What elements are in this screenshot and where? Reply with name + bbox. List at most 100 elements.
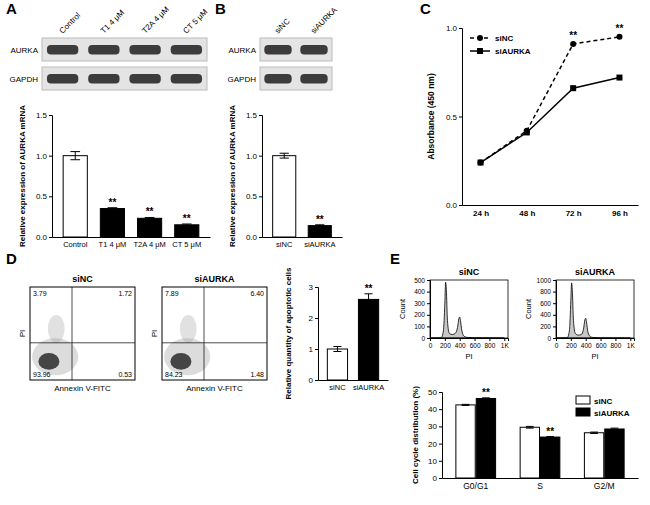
tick-mark — [553, 326, 556, 327]
bar — [358, 299, 378, 380]
tick-mark — [427, 280, 430, 281]
gate-line — [72, 287, 73, 380]
tick-label: 0.5 — [36, 192, 48, 201]
tick-label: 400 — [581, 342, 592, 349]
plot-area — [63, 152, 199, 237]
axis-line — [49, 116, 53, 238]
cell-cloud — [32, 338, 78, 375]
tick-label: 200 — [540, 323, 551, 330]
tick: 1.5 — [246, 111, 262, 120]
tick-mark — [49, 237, 52, 238]
x-axis: siNCsiAURKA — [263, 238, 343, 250]
figure: AURKAGAPDHControlT1 4 μMT2A 4 μMCT 5 μMA… — [0, 0, 650, 505]
bar — [273, 156, 296, 237]
plot-frame — [30, 287, 135, 380]
axis-line — [263, 237, 343, 238]
tick-label: 50 — [428, 388, 437, 397]
tick-mark — [553, 303, 556, 304]
histogram-area — [430, 282, 504, 338]
legend-swatch — [576, 408, 590, 416]
gate-line — [30, 342, 135, 343]
tick-label: 96 h — [612, 209, 628, 218]
error-bar — [546, 437, 554, 438]
lane-label: CT 5 μM — [181, 7, 209, 35]
plot-area — [273, 153, 332, 237]
plot-area — [556, 283, 630, 338]
panel-label: D — [6, 250, 17, 267]
tick: 0 — [309, 376, 318, 385]
error-bar — [365, 294, 373, 305]
blot-band — [171, 45, 202, 55]
axis-title: Annexin V-FITC — [54, 384, 111, 393]
tick-label: 0 — [555, 342, 559, 349]
tick-mark — [439, 409, 442, 410]
significance: ** — [109, 197, 117, 208]
axis-line — [459, 29, 463, 206]
axis-line — [53, 237, 211, 238]
lane-label: siAURKA — [309, 5, 339, 35]
tick-label: 800 — [540, 288, 551, 295]
tick: 300 — [414, 300, 430, 307]
tick: 0.5 — [246, 192, 262, 201]
tick-mark — [259, 156, 262, 157]
significance: ** — [546, 426, 554, 437]
series-line — [481, 78, 620, 163]
tick: 400 — [540, 311, 556, 318]
plot-area — [478, 34, 623, 166]
cell-cloud — [170, 353, 191, 370]
tick-label: 20 — [428, 440, 437, 449]
legend-marker — [477, 35, 483, 41]
tick-mark — [571, 338, 572, 341]
tick-label: 400 — [540, 311, 551, 318]
plot-frame — [430, 280, 508, 338]
tick-mark — [315, 349, 318, 350]
significance: ** — [482, 387, 490, 398]
tick-mark — [315, 318, 318, 319]
tick-label: S — [537, 481, 543, 491]
series-line — [481, 37, 620, 163]
tick-mark — [439, 426, 442, 427]
plot-title: siNC — [72, 274, 93, 284]
tick: 3 — [309, 283, 318, 292]
tick-label: 1.0 — [446, 24, 458, 33]
tick: 96 h — [612, 209, 628, 218]
significance: ** — [316, 214, 324, 225]
significance: ** — [365, 283, 373, 294]
histogram-area — [556, 283, 630, 338]
legend-label: siNC — [594, 397, 612, 406]
tick-label: 2 — [309, 314, 314, 323]
tick-mark — [439, 444, 442, 445]
tick: 1 — [309, 345, 318, 354]
error-bar — [526, 426, 534, 428]
tick-label: 200 — [440, 342, 451, 349]
axis-title: Count — [524, 298, 533, 319]
quadrant-value: 84.23 — [165, 371, 183, 378]
tick-mark — [439, 478, 442, 479]
tick-label: 1.0 — [246, 152, 258, 161]
tick: 50 — [428, 388, 442, 397]
tick-label: 0 — [429, 342, 433, 349]
axis-line — [443, 478, 639, 479]
tick-mark — [459, 117, 462, 118]
tick: 100 — [414, 323, 430, 330]
axis-title: PI — [591, 352, 598, 361]
bar — [175, 225, 199, 237]
cell-cloud — [180, 315, 197, 343]
bar — [476, 399, 495, 478]
tick: 200 — [414, 311, 430, 318]
blot-band — [171, 74, 202, 84]
axis-line — [439, 393, 443, 479]
row-label: AURKA — [228, 46, 256, 55]
plot-frame — [162, 287, 267, 380]
y-axis: 0.00.51.01.5 — [36, 111, 53, 242]
x-axis: ControlT1 4 μMT2A 4 μMCT 5 μM — [53, 238, 211, 250]
significance: ** — [183, 213, 191, 224]
error-bar — [145, 217, 155, 219]
gate-line — [204, 287, 205, 380]
marker — [570, 85, 576, 91]
tick: 1.0 — [246, 152, 262, 161]
bar — [327, 349, 347, 380]
x-axis: G0/G1SG2/M — [443, 479, 639, 492]
tick-label: 1K — [627, 342, 636, 349]
tick: 0.5 — [36, 192, 52, 201]
